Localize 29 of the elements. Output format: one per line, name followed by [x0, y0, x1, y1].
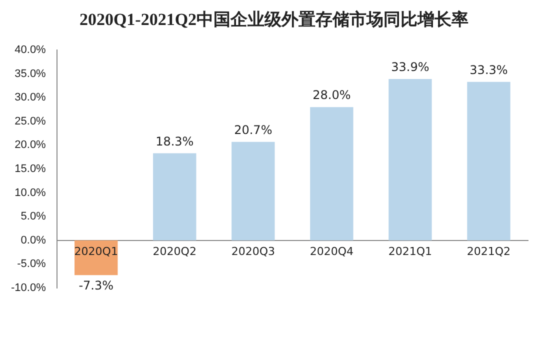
data-label: -7.3% — [78, 278, 114, 292]
y-tick-label: 25.0% — [14, 115, 46, 128]
bar — [310, 107, 354, 240]
data-label: 18.3% — [156, 134, 194, 148]
data-label: 33.9% — [391, 60, 430, 74]
y-tick-label: 0.0% — [20, 234, 46, 246]
y-tick-label: 20.0% — [14, 139, 46, 152]
data-label: 20.7% — [234, 122, 272, 137]
bar — [388, 79, 432, 240]
bar — [153, 153, 196, 240]
bar — [232, 142, 275, 240]
chart-title: 2020Q1-2021Q2中国企业级外置存储市场同比增长率 — [78, 9, 470, 31]
y-tick-label: 40.0% — [14, 44, 46, 56]
bar — [467, 82, 510, 240]
data-label: 33.3% — [470, 63, 508, 78]
y-tick-label: 5.0% — [20, 210, 46, 223]
x-tick-label: 2020Q2 — [152, 244, 196, 258]
data-label: 28.0% — [312, 88, 351, 102]
x-tick-label: 2021Q2 — [466, 244, 511, 258]
y-tick-label: -10.0% — [10, 282, 46, 294]
y-tick-label: 35.0% — [14, 68, 46, 80]
y-tick-label: 15.0% — [14, 163, 46, 176]
x-tick-label: 2020Q4 — [310, 244, 354, 258]
x-tick-label: 2020Q3 — [231, 244, 275, 258]
x-tick-label: 2021Q1 — [388, 244, 432, 258]
y-tick-label: -5.0% — [17, 258, 46, 270]
y-tick-label: 10.0% — [14, 186, 46, 199]
y-tick-label: 30.0% — [14, 92, 46, 104]
x-tick-label: 2020Q1 — [74, 244, 118, 258]
